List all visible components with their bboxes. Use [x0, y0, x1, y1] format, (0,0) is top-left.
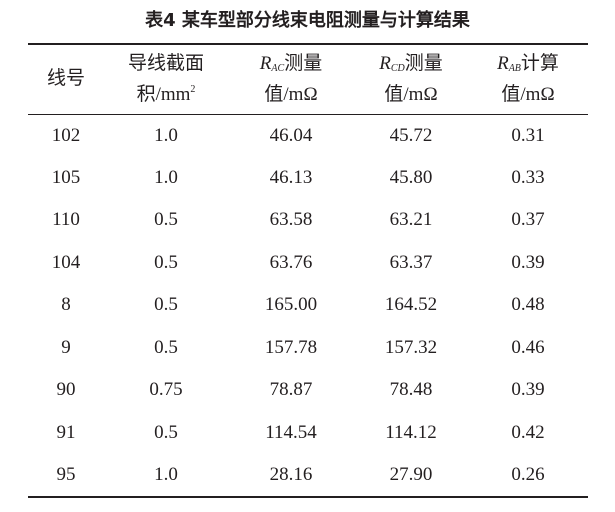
cell: 0.39 — [511, 379, 545, 401]
symbol: R — [259, 52, 272, 74]
table-title: 表4 某车型部分线束电阻测量与计算结果 — [145, 10, 470, 31]
cell: 78.48 — [389, 379, 433, 401]
cell: 45.80 — [389, 166, 433, 188]
cell: 63.21 — [389, 209, 433, 231]
cell: 90 — [56, 379, 76, 401]
cell: 0.48 — [511, 294, 545, 316]
cell: 114.12 — [385, 421, 437, 443]
cell: 1.0 — [154, 166, 178, 188]
header-text: 线号 — [46, 68, 85, 90]
cell: 1.0 — [154, 124, 178, 146]
superscript: 2 — [190, 83, 196, 95]
header-text: 值/mΩ — [384, 83, 438, 105]
cell: 46.13 — [269, 166, 313, 188]
cell: 0.31 — [511, 124, 545, 146]
cell: 0.75 — [149, 379, 183, 401]
cell: 95 — [56, 463, 76, 485]
header-line: 积/mm2 — [104, 77, 228, 108]
header-line: RAB计算 — [468, 51, 588, 82]
header-line: 导线截面 — [104, 51, 228, 77]
subscript: CD — [390, 62, 405, 74]
subscript: AB — [508, 62, 521, 74]
table-body: 102 1.0 46.04 45.72 0.31 105 1.0 46.13 45.80 0.33… — [28, 114, 588, 497]
header-cell: RCD测量 值/mΩ — [354, 44, 468, 114]
cell: 28.16 — [269, 463, 313, 485]
header-line: 线号 — [28, 66, 104, 92]
table-row: 8 0.5 165.00 164.52 0.48 — [28, 284, 588, 327]
table-row: 104 0.5 63.76 63.37 0.39 — [28, 242, 588, 285]
header-cell: RAB计算 值/mΩ — [468, 44, 588, 114]
cell: 0.39 — [511, 251, 545, 273]
cell: 0.26 — [511, 463, 545, 485]
header-line: RAC测量 — [228, 51, 354, 82]
table-row: 91 0.5 114.54 114.12 0.42 — [28, 412, 588, 455]
symbol: R — [497, 52, 509, 74]
cell: 0.5 — [154, 421, 178, 443]
header-line: 值/mΩ — [228, 82, 354, 108]
header-cell: 线号 — [28, 44, 104, 114]
cell: 157.32 — [384, 336, 438, 358]
header-row: 线号 导线截面 积/mm2 RAC测量 值/mΩ RCD测量 值/mΩ RAB计算 值/mΩ — [28, 44, 588, 114]
cell: 157.78 — [264, 336, 318, 358]
cell: 46.04 — [269, 124, 313, 146]
cell: 27.90 — [389, 463, 433, 485]
table-row: 110 0.5 63.58 63.21 0.37 — [28, 199, 588, 242]
cell: 164.52 — [384, 294, 438, 316]
cell: 45.72 — [389, 124, 433, 146]
cell: 0.42 — [511, 421, 545, 443]
cell: 0.5 — [154, 209, 178, 231]
header-line: RCD测量 — [354, 51, 468, 82]
cell: 78.87 — [269, 379, 313, 401]
table-row: 102 1.0 46.04 45.72 0.31 — [28, 114, 588, 157]
cell: 0.33 — [511, 166, 545, 188]
cell: 0.5 — [154, 251, 178, 273]
cell: 63.37 — [389, 251, 433, 273]
header-cell: RAC测量 值/mΩ — [228, 44, 354, 114]
subscript: AC — [271, 62, 285, 74]
cell: 102 — [51, 124, 81, 146]
cell: 114.54 — [265, 421, 317, 443]
cell: 105 — [51, 166, 81, 188]
cell: 63.76 — [269, 251, 313, 273]
symbol: R — [379, 52, 391, 74]
cell: 0.37 — [511, 209, 545, 231]
header-text: 测量 — [404, 52, 443, 74]
cell: 0.5 — [154, 294, 178, 316]
cell: 63.58 — [269, 209, 313, 231]
cell: 104 — [51, 251, 81, 273]
cell: 110 — [52, 209, 80, 231]
cell: 9 — [61, 336, 71, 358]
header-line: 值/mΩ — [468, 82, 588, 108]
header-text: 积/mm — [136, 83, 191, 105]
header-text: 值/mΩ — [501, 83, 555, 105]
header-cell: 导线截面积/mm2 — [104, 44, 228, 114]
cell: 0.5 — [154, 336, 178, 358]
cell: 8 — [61, 294, 71, 316]
cell: 91 — [56, 421, 76, 443]
cell: 1.0 — [154, 463, 178, 485]
header-text: 测量 — [284, 52, 323, 74]
table-row: 95 1.0 28.16 27.90 0.26 — [28, 454, 588, 497]
table-row: 90 0.75 78.87 78.48 0.39 — [28, 369, 588, 412]
table-row: 105 1.0 46.13 45.80 0.33 — [28, 157, 588, 200]
data-table: 线号 导线截面 积/mm2 RAC测量 值/mΩ RCD测量 值/mΩ RAB计算 值/mΩ 1… — [28, 43, 588, 498]
header-text: 计算 — [520, 52, 559, 74]
header-text: 值/mΩ — [264, 83, 318, 105]
cell: 165.00 — [264, 294, 318, 316]
cell: 0.46 — [511, 336, 545, 358]
header-line: 值/mΩ — [354, 82, 468, 108]
header-text: 导线截面 — [127, 52, 204, 74]
table-row: 9 0.5 157.78 157.32 0.46 — [28, 327, 588, 370]
